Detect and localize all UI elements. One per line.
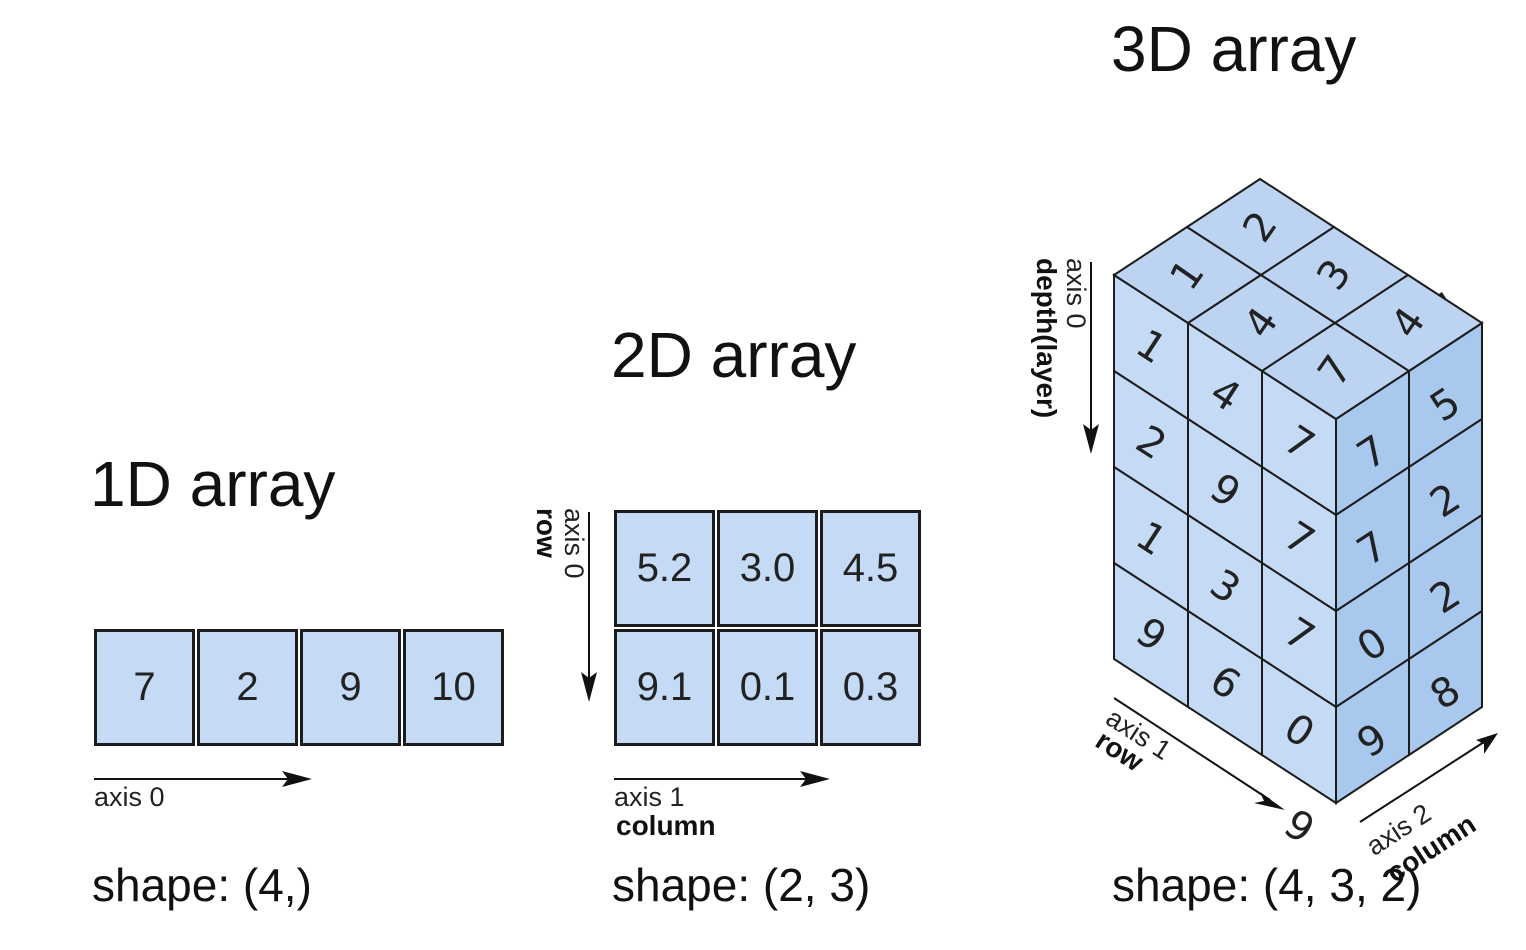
array-2d-cell: 0.1 <box>717 629 818 746</box>
shape-3d: shape: (4, 3, 2) <box>1112 859 1422 911</box>
array-2d-cell: 5.2 <box>614 510 715 627</box>
array-2d-cell: 9.1 <box>614 629 715 746</box>
shape-2d: shape: (2, 3) <box>612 859 871 911</box>
axis1-name-2d: column <box>616 810 716 841</box>
array-2d-cell: 0.3 <box>820 629 921 746</box>
array-1d-cell: 9 <box>300 629 401 746</box>
array-2d-cell: 4.5 <box>820 510 921 627</box>
shape-1d: shape: (4,) <box>92 859 312 911</box>
array-2d-cell: 3.0 <box>717 510 818 627</box>
array-1d-cell: 2 <box>197 629 298 746</box>
title-3d-array: 3D array <box>1111 13 1357 85</box>
title-1d-array: 1D array <box>90 448 336 520</box>
title-2d-array: 2D array <box>611 319 857 391</box>
axis1-label-2d: axis 1 <box>614 782 685 812</box>
cube-right-cell <box>1408 609 1483 757</box>
axis0-label-1d: axis 0 <box>94 782 165 812</box>
array-1d-cell: 10 <box>403 629 504 746</box>
array-1d-cell: 7 <box>94 629 195 746</box>
cube-top-cell <box>1333 273 1484 373</box>
